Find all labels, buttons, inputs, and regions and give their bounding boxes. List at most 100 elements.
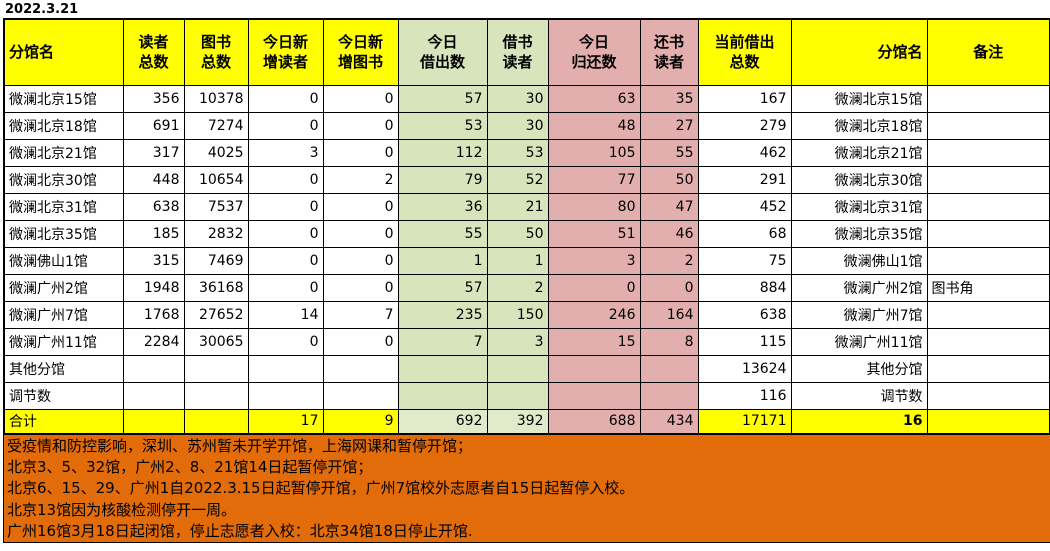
cell-branch_name_right[interactable]: 调节数 [790, 381, 928, 410]
cell-returning_readers[interactable]: 2 [639, 246, 699, 275]
cell-books_total[interactable]: 2832 [183, 219, 249, 248]
cell-borrowing_readers[interactable]: 1 [486, 246, 549, 275]
cell-new_readers_today[interactable]: 0 [247, 165, 324, 194]
cell-returned_today[interactable]: 63 [547, 84, 641, 113]
cell-remark[interactable] [926, 246, 1050, 275]
cell-borrowed_today[interactable]: 53 [397, 111, 488, 140]
cell-borrowed_today[interactable]: 112 [397, 138, 488, 167]
cell-branch_name[interactable]: 微澜广州7馆 [3, 300, 124, 329]
column-header-readers_total[interactable]: 读者 总数 [122, 18, 185, 86]
cell-branch_name[interactable]: 微澜佛山1馆 [3, 246, 124, 275]
cell-branch_name_right[interactable]: 微澜广州7馆 [790, 300, 928, 329]
column-header-borrowing_readers[interactable]: 借书 读者 [486, 18, 549, 86]
cell-borrowing_readers[interactable]: 50 [486, 219, 549, 248]
cell-new_readers_today[interactable] [247, 381, 324, 410]
cell-borrowing_readers[interactable]: 3 [486, 327, 549, 356]
footer-notes[interactable]: 受疫情和防控影响，深圳、苏州暂未开学开馆，上海网课和暂停开馆； 北京3、5、32馆… [3, 435, 1050, 543]
cell-branch_name_right[interactable]: 微澜佛山1馆 [790, 246, 928, 275]
cell-readers_total[interactable]: 315 [122, 246, 185, 275]
cell-new_books_today[interactable] [322, 381, 399, 410]
cell-borrowed_today[interactable]: 36 [397, 192, 488, 221]
cell-books_total[interactable]: 7537 [183, 192, 249, 221]
cell-borrowing_readers[interactable]: 150 [486, 300, 549, 329]
cell-current_borrowed_total[interactable]: 279 [697, 111, 792, 140]
cell-branch_name_right[interactable]: 微澜北京35馆 [790, 219, 928, 248]
total-cell-borrowed_today[interactable]: 692 [397, 408, 488, 435]
cell-borrowing_readers[interactable]: 53 [486, 138, 549, 167]
cell-borrowed_today[interactable]: 79 [397, 165, 488, 194]
cell-books_total[interactable]: 30065 [183, 327, 249, 356]
cell-borrowed_today[interactable] [397, 354, 488, 383]
cell-readers_total[interactable]: 448 [122, 165, 185, 194]
cell-new_books_today[interactable] [322, 354, 399, 383]
cell-borrowed_today[interactable]: 7 [397, 327, 488, 356]
column-header-new_books_today[interactable]: 今日新 增图书 [322, 18, 399, 86]
footer-note-line[interactable]: 北京6、15、29、广州1自2022.3.15日起暂停开馆，广州7馆校外志愿者自… [7, 479, 635, 498]
cell-borrowing_readers[interactable] [486, 354, 549, 383]
cell-returning_readers[interactable]: 47 [639, 192, 699, 221]
cell-books_total[interactable]: 27652 [183, 300, 249, 329]
cell-readers_total[interactable]: 691 [122, 111, 185, 140]
cell-returning_readers[interactable]: 164 [639, 300, 699, 329]
cell-new_readers_today[interactable]: 14 [247, 300, 324, 329]
cell-current_borrowed_total[interactable]: 68 [697, 219, 792, 248]
cell-new_readers_today[interactable]: 3 [247, 138, 324, 167]
cell-new_books_today[interactable]: 0 [322, 192, 399, 221]
cell-remark[interactable] [926, 381, 1050, 410]
column-header-books_total[interactable]: 图书 总数 [183, 18, 249, 86]
cell-borrowing_readers[interactable]: 2 [486, 273, 549, 302]
footer-note-line[interactable]: 广州16馆3月18日起闭馆，停止志愿者入校：北京34馆18日停止开馆. [7, 521, 473, 540]
total-cell-readers_total[interactable] [122, 408, 185, 435]
cell-readers_total[interactable]: 2284 [122, 327, 185, 356]
cell-remark[interactable] [926, 354, 1050, 383]
cell-branch_name_right[interactable]: 其他分馆 [790, 354, 928, 383]
cell-returned_today[interactable]: 0 [547, 273, 641, 302]
cell-borrowing_readers[interactable]: 21 [486, 192, 549, 221]
cell-branch_name[interactable]: 微澜北京15馆 [3, 84, 124, 113]
total-cell-new_books_today[interactable]: 9 [322, 408, 399, 435]
cell-readers_total[interactable] [122, 354, 185, 383]
cell-readers_total[interactable]: 185 [122, 219, 185, 248]
column-header-current_borrowed_total[interactable]: 当前借出 总数 [697, 18, 792, 86]
cell-returned_today[interactable]: 77 [547, 165, 641, 194]
cell-new_readers_today[interactable]: 0 [247, 327, 324, 356]
cell-borrowed_today[interactable]: 57 [397, 273, 488, 302]
cell-new_books_today[interactable]: 0 [322, 111, 399, 140]
cell-remark[interactable] [926, 165, 1050, 194]
cell-new_books_today[interactable]: 0 [322, 138, 399, 167]
cell-books_total[interactable] [183, 354, 249, 383]
cell-returned_today[interactable] [547, 354, 641, 383]
cell-current_borrowed_total[interactable]: 115 [697, 327, 792, 356]
cell-new_readers_today[interactable]: 0 [247, 111, 324, 140]
cell-new_books_today[interactable]: 0 [322, 246, 399, 275]
cell-branch_name_right[interactable]: 微澜北京18馆 [790, 111, 928, 140]
cell-new_readers_today[interactable]: 0 [247, 273, 324, 302]
cell-returning_readers[interactable] [639, 354, 699, 383]
cell-new_books_today[interactable]: 0 [322, 84, 399, 113]
cell-current_borrowed_total[interactable]: 116 [697, 381, 792, 410]
cell-current_borrowed_total[interactable]: 462 [697, 138, 792, 167]
cell-remark[interactable] [926, 192, 1050, 221]
cell-current_borrowed_total[interactable]: 884 [697, 273, 792, 302]
total-cell-current_borrowed_total[interactable]: 17171 [697, 408, 792, 435]
cell-remark[interactable] [926, 219, 1050, 248]
cell-books_total[interactable]: 36168 [183, 273, 249, 302]
column-header-branch_name_right[interactable]: 分馆名 [790, 18, 928, 86]
cell-new_readers_today[interactable] [247, 354, 324, 383]
cell-new_books_today[interactable]: 0 [322, 327, 399, 356]
cell-borrowed_today[interactable]: 57 [397, 84, 488, 113]
cell-new_readers_today[interactable]: 0 [247, 84, 324, 113]
cell-current_borrowed_total[interactable]: 452 [697, 192, 792, 221]
cell-readers_total[interactable]: 317 [122, 138, 185, 167]
cell-books_total[interactable] [183, 381, 249, 410]
cell-branch_name_right[interactable]: 微澜北京31馆 [790, 192, 928, 221]
cell-branch_name[interactable]: 微澜北京31馆 [3, 192, 124, 221]
cell-branch_name_right[interactable]: 微澜广州11馆 [790, 327, 928, 356]
cell-borrowed_today[interactable]: 1 [397, 246, 488, 275]
cell-borrowing_readers[interactable]: 52 [486, 165, 549, 194]
cell-returned_today[interactable]: 105 [547, 138, 641, 167]
cell-branch_name[interactable]: 微澜北京18馆 [3, 111, 124, 140]
cell-branch_name_right[interactable]: 微澜北京30馆 [790, 165, 928, 194]
cell-remark[interactable] [926, 138, 1050, 167]
cell-remark[interactable] [926, 300, 1050, 329]
